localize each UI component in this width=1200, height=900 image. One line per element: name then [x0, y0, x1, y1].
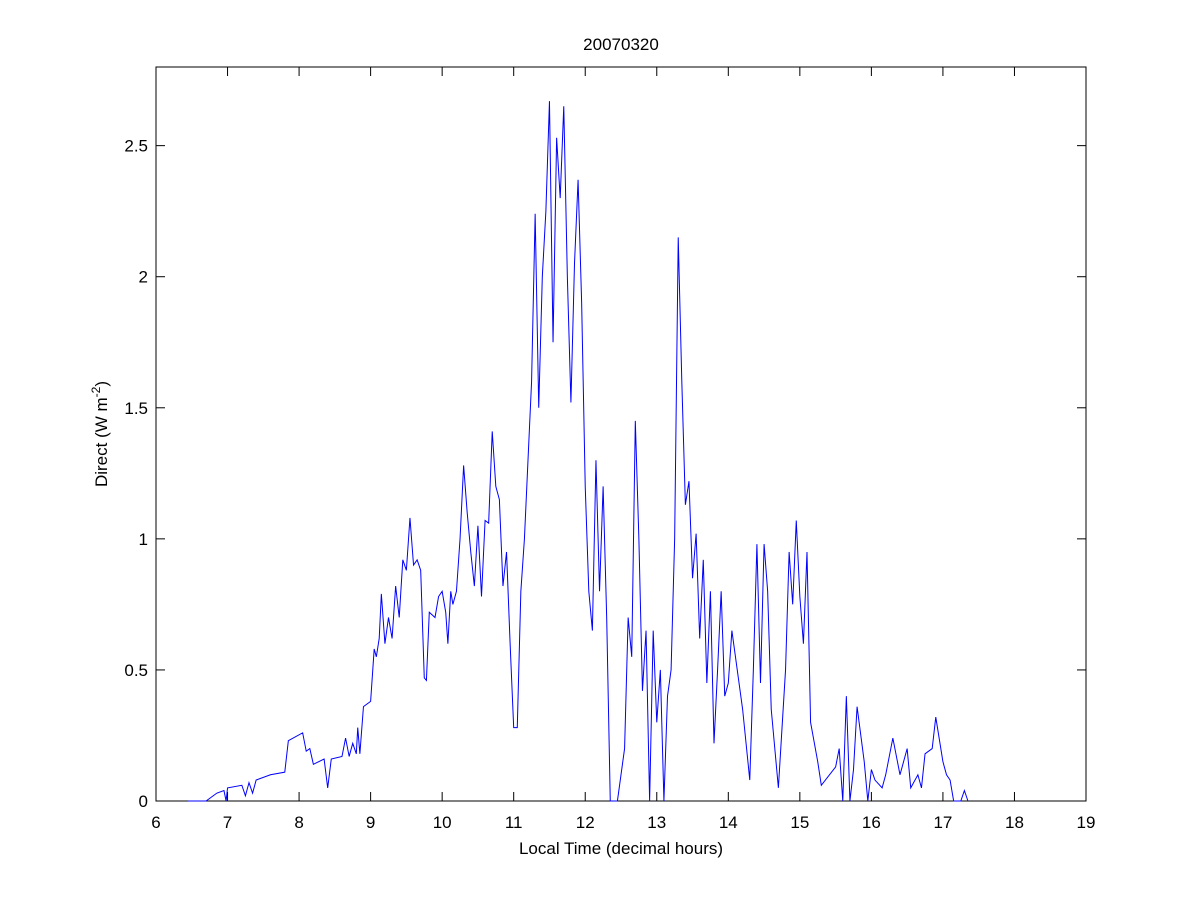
x-tick-label: 8 — [294, 813, 303, 832]
x-tick-label: 17 — [933, 813, 952, 832]
x-tick-label: 14 — [719, 813, 738, 832]
x-tick-label: 18 — [1005, 813, 1024, 832]
y-tick-label: 1.5 — [124, 399, 148, 418]
y-tick-label: 2.5 — [124, 137, 148, 156]
x-tick-label: 12 — [576, 813, 595, 832]
y-tick-label: 0.5 — [124, 661, 148, 680]
x-tick-label: 10 — [433, 813, 452, 832]
plot-frame — [155, 66, 1087, 802]
x-tick-label: 13 — [647, 813, 666, 832]
x-tick-label: 15 — [790, 813, 809, 832]
chart-title: 20070320 — [583, 35, 659, 54]
x-tick-label: 6 — [151, 813, 160, 832]
x-tick-label: 11 — [505, 813, 523, 832]
x-tick-label: 7 — [223, 813, 232, 832]
y-axis-label-superscript: -2 — [89, 386, 103, 397]
y-tick-label: 1 — [139, 530, 148, 549]
y-tick-label: 0 — [139, 792, 148, 811]
y-axis-label: Direct (W m-2) — [89, 381, 111, 487]
x-tick-label: 19 — [1077, 813, 1096, 832]
x-axis-label: Local Time (decimal hours) — [519, 839, 723, 858]
y-axis-label-text: Direct (W m — [92, 397, 111, 487]
y-tick-label: 2 — [139, 268, 148, 287]
data-line — [188, 101, 969, 802]
x-tick-label: 16 — [862, 813, 881, 832]
y-axis-label-suffix: ) — [92, 381, 111, 387]
x-tick-label: 9 — [366, 813, 375, 832]
